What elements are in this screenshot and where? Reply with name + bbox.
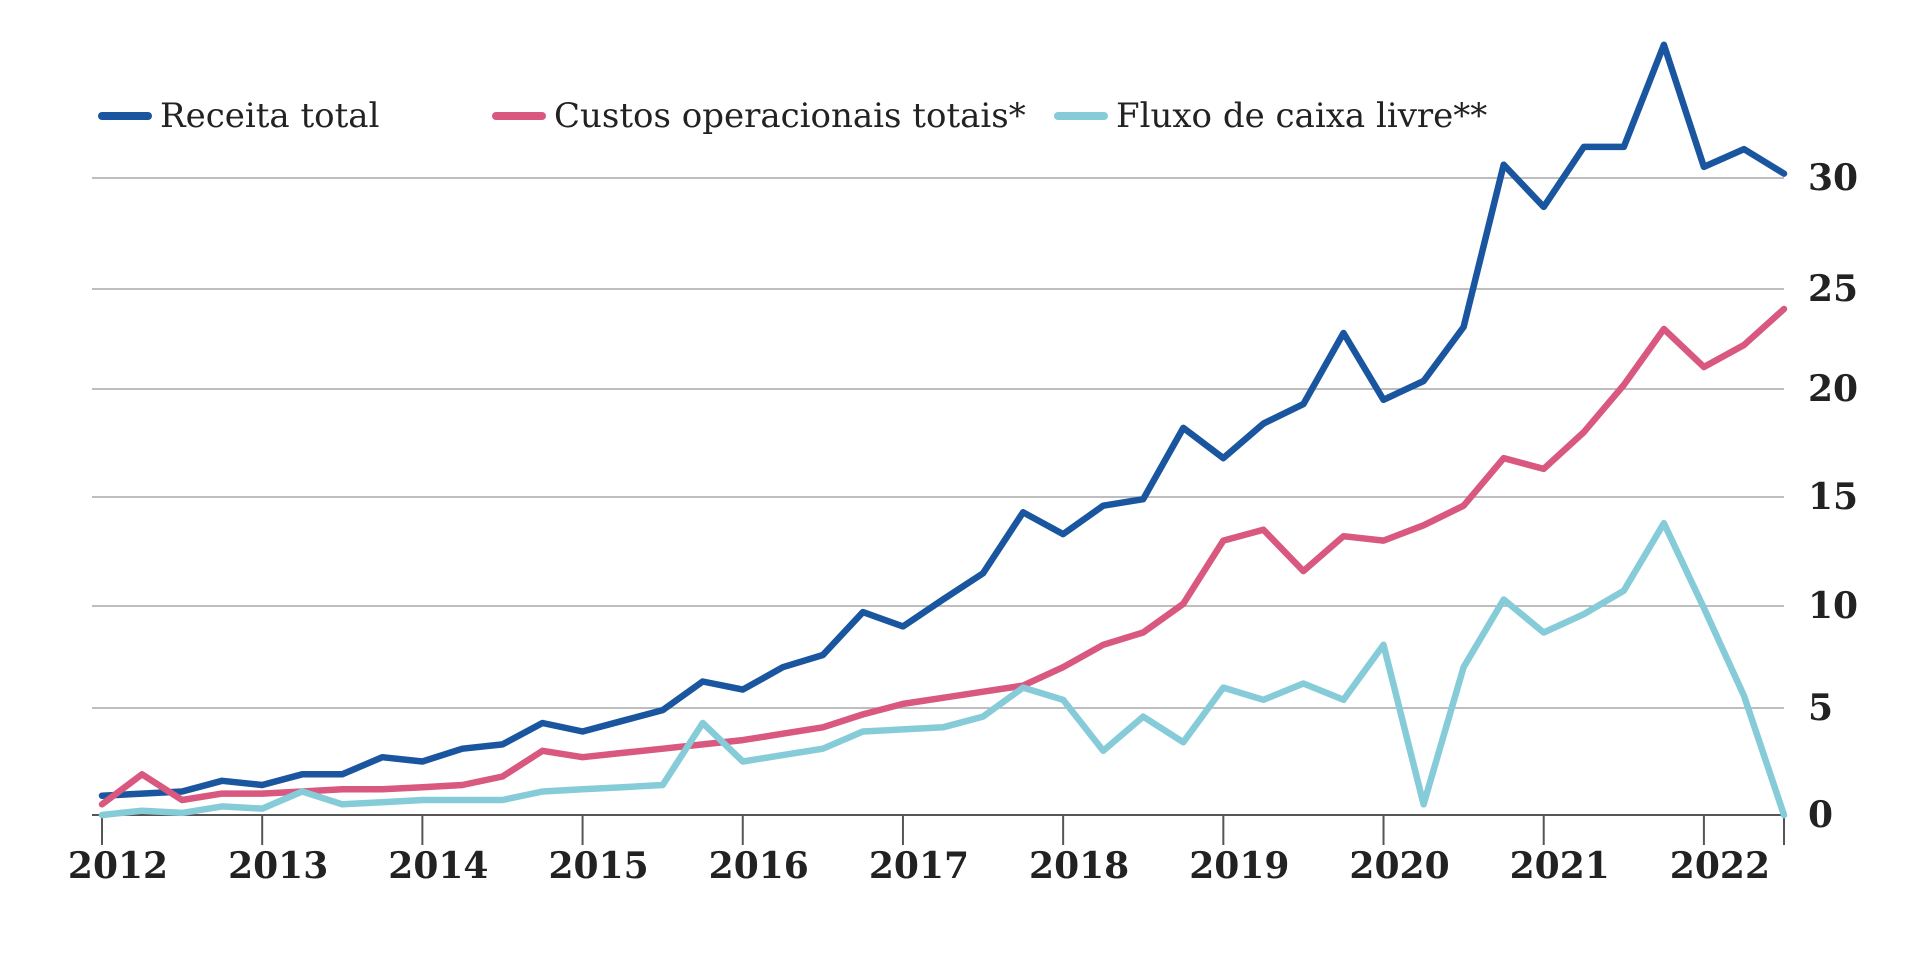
x-tick-label: 2016 <box>709 845 809 887</box>
y-tick-label: 15 <box>1808 476 1858 518</box>
y-axis-tick-labels: 0 5 10 15 20 25 30 <box>1808 157 1858 836</box>
legend-label: Custos operacionais totais* <box>554 96 1026 136</box>
x-tick-label: 2022 <box>1670 845 1770 887</box>
y-tick-label: 0 <box>1808 794 1833 836</box>
gridlines <box>92 177 1784 709</box>
x-tick-label: 2018 <box>1029 845 1129 887</box>
series-lines <box>98 41 1788 819</box>
y-tick-label: 20 <box>1808 368 1858 410</box>
x-tick-label: 2021 <box>1510 845 1610 887</box>
y-tick-label: 10 <box>1808 585 1858 627</box>
legend-label: Receita total <box>160 96 379 136</box>
series-line-1 <box>98 41 1788 799</box>
x-axis <box>92 814 1785 845</box>
x-tick-label: 2012 <box>68 845 168 887</box>
y-tick-label: 25 <box>1808 268 1858 310</box>
x-tick-label: 2017 <box>869 845 969 887</box>
series-line-2 <box>98 305 1788 808</box>
legend-label: Fluxo de caixa livre** <box>1116 96 1487 136</box>
x-tick-label: 2015 <box>548 845 648 887</box>
y-tick-label: 5 <box>1808 687 1833 729</box>
y-tick-label: 30 <box>1808 157 1858 199</box>
x-tick-label: 2020 <box>1349 845 1449 887</box>
x-axis-tick-labels: 2012 2013 2014 2015 2016 2017 2018 2019 2020 2021… <box>68 845 1770 887</box>
legend: Receita total Custos operacionais totais*… <box>98 96 1487 136</box>
series-line-3 <box>98 519 1788 819</box>
x-tick-label: 2013 <box>228 845 328 887</box>
x-tick-label: 2019 <box>1189 845 1289 887</box>
x-tick-label: 2014 <box>388 845 488 887</box>
